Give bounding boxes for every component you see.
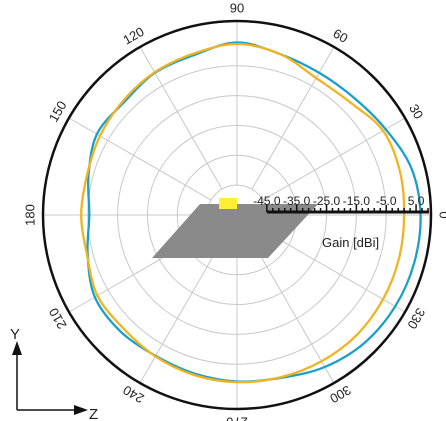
- radial-tick-label: -15.0: [343, 194, 371, 208]
- series-line-1: [86, 41, 422, 383]
- angle-tick-label: 90: [230, 1, 244, 16]
- radial-axis-title: Gain [dBi]: [322, 235, 379, 250]
- grid-spoke: [68, 117, 212, 201]
- grid-spoke: [139, 240, 223, 384]
- angle-tick-label: 270: [226, 415, 248, 421]
- grid-spoke: [262, 229, 406, 313]
- angle-tick-label: 300: [327, 382, 353, 406]
- coordinate-indicator: Y Z: [10, 326, 98, 421]
- angle-tick-label: 60: [330, 26, 350, 46]
- feed-element: [219, 198, 237, 209]
- radial-tick-label: -25.0: [313, 194, 341, 208]
- antenna-patch: [152, 198, 318, 258]
- outer-ring: [41, 19, 433, 411]
- radial-tick-label: -45.0: [253, 194, 281, 208]
- gain-scale-bar: -45.0 -35.0 -25.0 -15.0 -5.0 5.0: [253, 194, 429, 214]
- angle-tick-label: 240: [120, 382, 146, 406]
- angle-tick-label: 0: [437, 211, 446, 218]
- grid-spoke: [251, 46, 335, 190]
- grid-spoke: [139, 46, 223, 190]
- grid-spoke: [251, 240, 335, 384]
- series-curves: [80, 41, 422, 384]
- ground-plane-patch: [152, 204, 318, 258]
- radial-tick-label: -5.0: [376, 194, 397, 208]
- y-axis-label: Y: [10, 326, 20, 343]
- z-axis-label: Z: [89, 406, 98, 421]
- grid-spoke: [262, 117, 406, 201]
- radial-tick-label: -35.0: [283, 194, 311, 208]
- radial-tick-label: 5.0: [408, 194, 425, 208]
- angle-tick-label: 180: [23, 204, 38, 226]
- angle-tick-label: 30: [406, 101, 426, 121]
- series-line-2: [80, 42, 406, 384]
